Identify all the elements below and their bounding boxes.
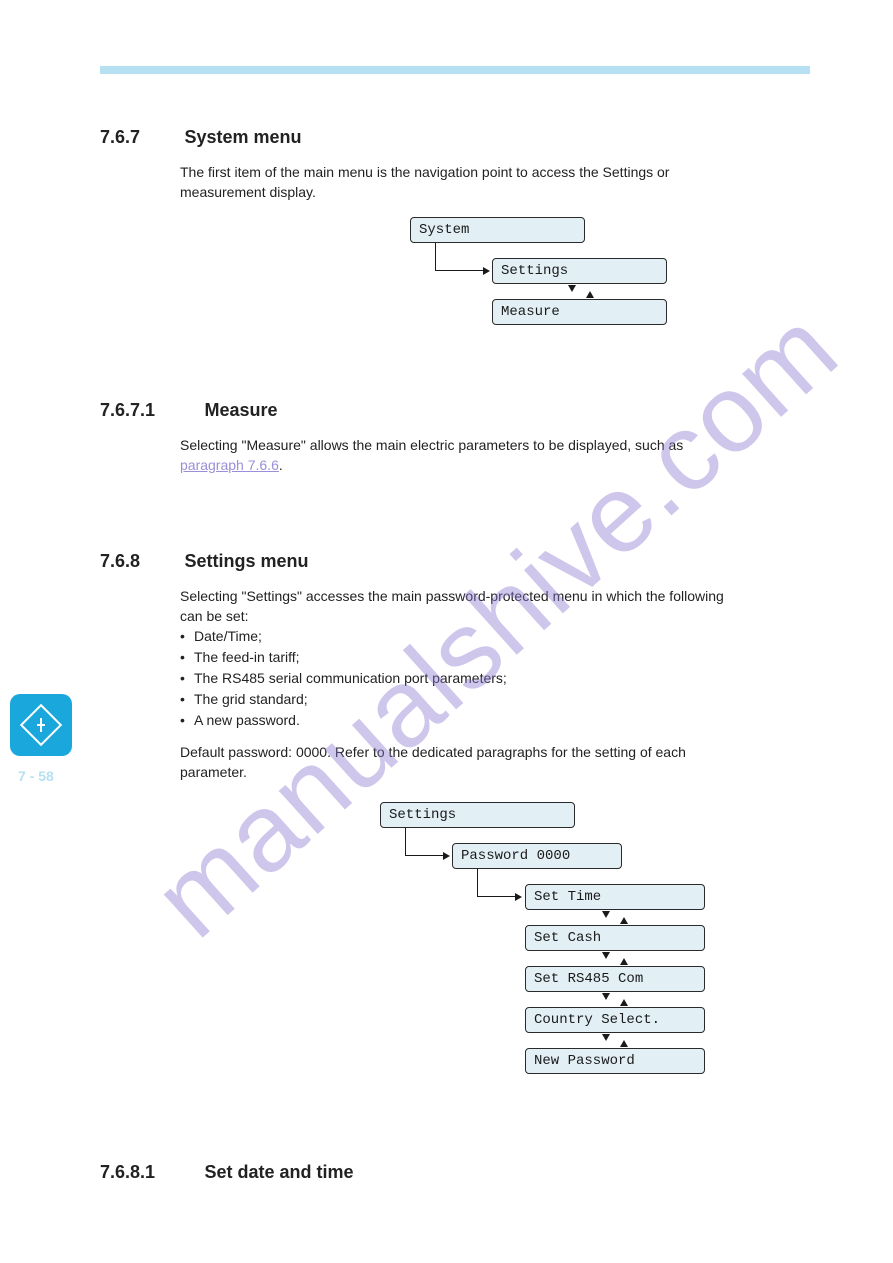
node-measure: Measure [492, 299, 667, 325]
li-1: •Date/Time; [180, 628, 745, 644]
sec-num: 7.6.8 [100, 551, 180, 572]
arr-d1 [568, 285, 576, 292]
diamond-icon [20, 704, 62, 746]
node-country-select: Country Select. [525, 1007, 705, 1033]
li-5: •A new password. [180, 712, 745, 728]
node-system: System [410, 217, 585, 243]
au5 [620, 999, 628, 1006]
sec2-body1: Selecting "Settings" accesses the main p… [180, 586, 745, 627]
arr-r2b [515, 893, 522, 901]
li-3-text: The RS485 serial communication port para… [194, 670, 507, 686]
node-set-time: Set Time [525, 884, 705, 910]
arr-u1 [586, 291, 594, 298]
sec-num: 7.6.7 [100, 127, 180, 148]
section-7-6-8-1-head: 7.6.8.1 Set date and time [100, 1162, 354, 1183]
li-2-text: The feed-in tariff; [194, 649, 300, 665]
au6 [620, 1040, 628, 1047]
li-4: •The grid standard; [180, 691, 745, 707]
sec-title: System menu [184, 127, 301, 148]
arrow-r1 [483, 267, 490, 275]
sec-num: 7.6.8.1 [100, 1162, 200, 1183]
measure-body-tail: . [279, 457, 283, 473]
section-7-6-7-1-head: 7.6.7.1 Measure [100, 400, 278, 421]
au3 [620, 917, 628, 924]
measure-body-1: Selecting "Measure" allows the main elec… [180, 437, 683, 453]
node-settings2: Settings [380, 802, 575, 828]
li-1-text: Date/Time; [194, 628, 262, 644]
elbow-2a [405, 828, 445, 856]
elbow-1 [435, 243, 485, 271]
ad6 [602, 1034, 610, 1041]
sec-num: 7.6.7.1 [100, 400, 200, 421]
page-number: 7 - 58 [18, 768, 54, 784]
node-password: Password 0000 [452, 843, 622, 869]
node-new-password: New Password [525, 1048, 705, 1074]
top-rule [100, 66, 810, 74]
flow-settings: Settings Password 0000 Set Time Set Cash… [380, 802, 730, 1102]
elbow-2b [477, 869, 517, 897]
sec-title: Set date and time [204, 1162, 353, 1183]
sec1-body: The first item of the main menu is the n… [180, 162, 745, 203]
ad3 [602, 911, 610, 918]
li-4-text: The grid standard; [194, 691, 308, 707]
page-tab [10, 694, 72, 756]
li-5-text: A new password. [194, 712, 300, 728]
node-set-rs485: Set RS485 Com [525, 966, 705, 992]
sec2-body2: Default password: 0000. Refer to the ded… [180, 742, 745, 783]
node-set-cash: Set Cash [525, 925, 705, 951]
section-7-6-7-head: 7.6.7 System menu [100, 127, 302, 148]
ad4 [602, 952, 610, 959]
au4 [620, 958, 628, 965]
li-3: •The RS485 serial communication port par… [180, 670, 745, 686]
sec-title: Settings menu [184, 551, 308, 572]
section-7-6-8-head: 7.6.8 Settings menu [100, 551, 308, 572]
li-2: •The feed-in tariff; [180, 649, 745, 665]
node-settings: Settings [492, 258, 667, 284]
sec-title: Measure [204, 400, 277, 421]
flow-system: System Settings Measure [410, 217, 700, 327]
sec1sub-body: Selecting "Measure" allows the main elec… [180, 435, 745, 476]
ad5 [602, 993, 610, 1000]
arr-r2a [443, 852, 450, 860]
paragraph-link[interactable]: paragraph 7.6.6 [180, 457, 279, 473]
